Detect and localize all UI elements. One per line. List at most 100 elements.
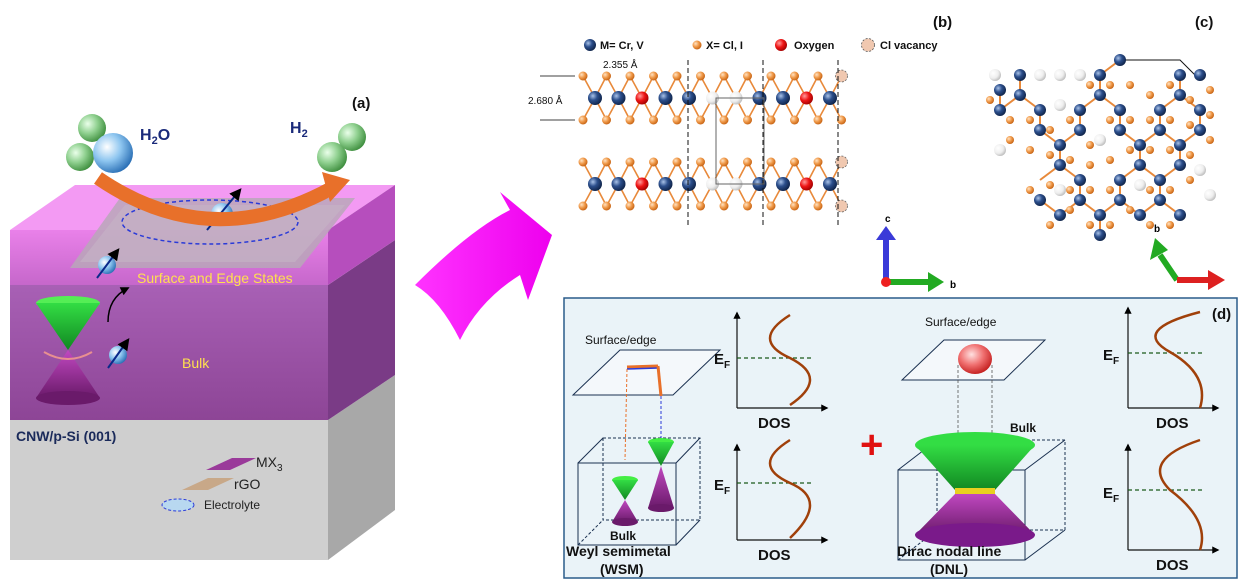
dnl-box-edge-3 — [1024, 529, 1066, 561]
metal-atom — [1114, 194, 1126, 206]
wsm-title: Weyl semimetal — [566, 543, 671, 559]
wsm-box-edge-3 — [675, 519, 701, 546]
halogen-atom — [743, 71, 752, 81]
halogen-atom — [672, 115, 682, 125]
panel-c-axis-b: b — [1154, 224, 1160, 235]
halogen-atom — [1166, 146, 1174, 154]
halogen-atom — [672, 71, 682, 81]
halogen-atom — [649, 115, 658, 125]
metal-atom — [1114, 104, 1126, 116]
halogen-atom — [1026, 146, 1034, 154]
halogen-atom — [766, 157, 776, 167]
halogen-atom — [1186, 121, 1194, 129]
halogen-atom — [1106, 116, 1114, 124]
legend-vacancy-label: Cl vacancy — [880, 40, 938, 52]
fermi-label-sub: F — [724, 360, 730, 371]
wsm-fermi-arc-c — [656, 365, 663, 397]
metal-atom — [1174, 159, 1186, 171]
halogen-atom — [1126, 206, 1134, 214]
halogen-atom — [1086, 161, 1094, 169]
legend-oxygen-icon — [775, 39, 787, 51]
lattice-structure — [986, 54, 1216, 241]
legend-mx3-swatch — [206, 458, 256, 470]
axis-origin — [881, 277, 891, 287]
chain-structure — [578, 60, 848, 225]
dnl-box-edge-2 — [1024, 439, 1066, 471]
panel-d-label: (d) — [1212, 306, 1231, 323]
halogen-atom — [766, 201, 776, 211]
metal-atom — [1134, 209, 1146, 221]
wsm-abbr: (WSM) — [600, 561, 644, 577]
water-h1 — [66, 143, 94, 171]
halogen-atom — [672, 201, 682, 211]
metal-atom — [1054, 159, 1066, 171]
dimension-1: 2.355 Å — [603, 58, 638, 71]
metal-atom — [823, 91, 837, 105]
halogen-atom — [719, 115, 729, 125]
halogen-atom — [1186, 96, 1194, 104]
halogen-atom — [1066, 206, 1074, 214]
reaction-arrowhead — [322, 172, 350, 202]
metal-atom — [1154, 174, 1166, 186]
dnl-title: Dirac nodal line — [897, 543, 1001, 559]
vacant-site — [994, 144, 1006, 156]
vacant-site — [1074, 69, 1086, 81]
metal-atom — [1114, 124, 1126, 136]
metal-atom — [1094, 69, 1106, 81]
halogen-atom — [766, 71, 776, 81]
bulk-side — [328, 240, 395, 420]
wsm-cone-1-base — [612, 518, 638, 526]
cl-vacancy — [835, 69, 848, 83]
halogen-atom — [1146, 116, 1154, 124]
dnl-cone-upper — [915, 445, 1035, 490]
dos-label: DOS — [758, 547, 791, 564]
substrate-side — [328, 375, 395, 560]
metal-atom — [1034, 194, 1046, 206]
metal-atom — [1054, 209, 1066, 221]
halogen-atom — [1086, 186, 1094, 194]
wsm-surface-label: Surface/edge — [585, 333, 657, 347]
vacant-site — [1094, 134, 1106, 146]
metal-atom — [1074, 104, 1086, 116]
oxygen-atom — [800, 177, 813, 191]
halogen-atom — [649, 201, 658, 211]
metal-atom — [1074, 124, 1086, 136]
dos-curve — [768, 313, 812, 407]
unit-cell — [715, 97, 765, 185]
halogen-atom — [1146, 186, 1154, 194]
h2-atom-2 — [338, 123, 366, 151]
halogen-atom — [696, 201, 705, 211]
fermi-label: EF — [1103, 347, 1119, 367]
halogen-atom — [1126, 146, 1134, 154]
halogen-atom — [1106, 81, 1114, 89]
wsm-surface-plane — [571, 349, 722, 396]
halogen-atom — [1006, 116, 1014, 124]
vacant-site — [1034, 69, 1046, 81]
wsm-cone-1-upper — [612, 480, 638, 500]
metal-atom — [823, 177, 837, 191]
metal-atom — [1194, 104, 1206, 116]
halogen-atom — [1206, 86, 1214, 94]
panel-a: (a) H2O H2 Surface and Edge States Bulk … — [10, 95, 395, 560]
halogen-atom — [743, 115, 752, 125]
dnl-cone-base — [915, 523, 1035, 547]
metal-atom — [1174, 209, 1186, 221]
dnl-surface-state — [958, 344, 992, 374]
metal-atom — [1054, 139, 1066, 151]
panel-a-label: (a) — [352, 95, 370, 112]
metal-atom — [682, 91, 696, 105]
halogen-atom — [1166, 221, 1174, 229]
fermi-label: EF — [714, 351, 730, 371]
vacant-site — [1054, 184, 1066, 196]
halogen-atom — [813, 71, 823, 81]
fermi-label-main: E — [714, 477, 724, 494]
axis-c-panel-green-head — [1150, 238, 1168, 260]
cone-purple — [36, 350, 100, 398]
halogen-atom — [1146, 146, 1154, 154]
halogen-atom — [1046, 151, 1054, 159]
panel-b: (b) M= Cr, V X= Cl, I Oxygen Cl vacancy … — [528, 14, 956, 292]
legend-electrolyte-label: Electrolyte — [204, 498, 260, 512]
surface-states-label: Surface and Edge States — [137, 270, 293, 286]
